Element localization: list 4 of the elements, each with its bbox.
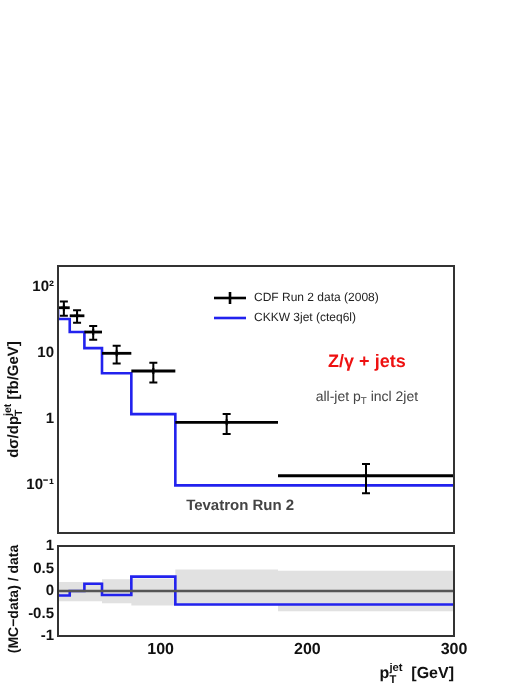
x-tick-label: 100	[147, 640, 176, 659]
x-tick-label: 300	[440, 640, 469, 659]
x-tick-label: 200	[293, 640, 322, 659]
annotation: Z/γ + jets	[328, 351, 406, 372]
